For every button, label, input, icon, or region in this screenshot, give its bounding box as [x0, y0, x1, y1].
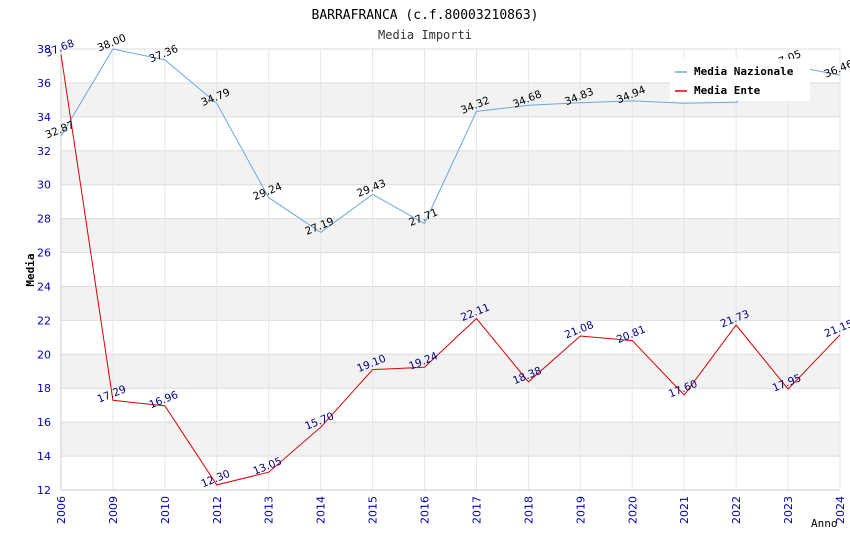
- y-tick-label: 36: [37, 77, 51, 90]
- y-axis-label: Media: [24, 253, 37, 286]
- y-axis-ticks: 12 14 16 18 20 22 24 26 28 30 32 34 36 38: [37, 43, 51, 497]
- x-tick-label: 2009: [107, 496, 120, 524]
- x-tick-label: 2020: [626, 496, 639, 524]
- series-line-media-nazionale: [60, 48, 841, 234]
- y-tick-label: 12: [37, 484, 51, 497]
- grid-band: [61, 354, 840, 389]
- x-axis-label: Anno: [811, 517, 838, 530]
- grid-band: [61, 286, 840, 321]
- data-label: 21.15: [823, 318, 850, 340]
- x-tick-label: 2010: [159, 496, 172, 524]
- data-label: 21.08: [563, 319, 595, 341]
- data-label: 36.46: [823, 58, 850, 81]
- data-label: 37.68: [44, 37, 76, 59]
- chart-title: BARRAFRANCA (c.f.80003210863): [312, 8, 539, 23]
- y-tick-label: 14: [37, 450, 51, 463]
- legend-label-media-ente: Media Ente: [694, 84, 761, 97]
- grid-lines: [60, 48, 841, 491]
- data-label: 37.36: [148, 43, 181, 66]
- x-tick-label: 2022: [730, 496, 743, 524]
- grid-band: [61, 422, 840, 457]
- y-tick-label: 28: [37, 213, 51, 226]
- x-tick-label: 2006: [55, 496, 68, 524]
- x-tick-label: 2012: [211, 496, 224, 524]
- x-tick-label: 2018: [522, 496, 535, 524]
- legend-label-media-nazionale: Media Nazionale: [694, 65, 794, 78]
- y-tick-label: 34: [37, 111, 51, 124]
- y-tick-label: 20: [37, 348, 51, 361]
- data-label: 16.96: [148, 389, 181, 412]
- y-tick-label: 38: [37, 43, 51, 56]
- y-tick-label: 32: [37, 145, 51, 158]
- x-tick-label: 2024: [834, 496, 847, 524]
- legend-box: [670, 59, 810, 101]
- data-label: 13.05: [251, 455, 283, 477]
- y-tick-label: 16: [37, 416, 51, 429]
- x-axis-ticks: 2006 2009 2010 2012 2013 2014 2015 2016 2017 2018…: [55, 496, 847, 524]
- y-tick-label: 26: [37, 247, 51, 260]
- legend: Media Nazionale Media Ente: [670, 59, 810, 101]
- y-tick-label: 22: [37, 314, 51, 327]
- y-tick-label: 18: [37, 382, 51, 395]
- x-tick-label: 2015: [367, 496, 380, 524]
- data-label: 20.81: [615, 324, 647, 346]
- y-tick-label: 30: [37, 179, 51, 192]
- x-tick-label: 2019: [574, 496, 587, 524]
- data-label: 12.30: [199, 468, 231, 490]
- x-tick-label: 2016: [419, 496, 432, 524]
- grid-band: [61, 218, 840, 253]
- x-tick-label: 2017: [470, 496, 483, 524]
- x-tick-label: 2014: [315, 496, 328, 524]
- chart-subtitle: Media Importi: [378, 28, 472, 42]
- x-tick-label: 2013: [263, 496, 276, 524]
- x-tick-label: 2023: [782, 496, 795, 524]
- y-tick-label: 24: [37, 280, 51, 293]
- x-tick-label: 2021: [678, 496, 691, 524]
- series-lines: [60, 48, 841, 486]
- series-line-media-ente: [60, 54, 841, 486]
